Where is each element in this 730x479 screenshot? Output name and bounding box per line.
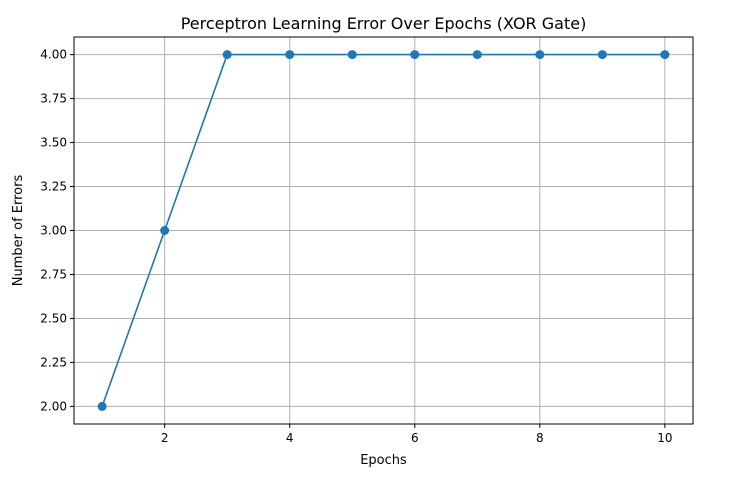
series-line [101,53,665,407]
data-point [410,50,420,60]
x-axis-label: Epochs [360,453,407,468]
y-tick-label: 3.00 [40,224,67,238]
y-tick-label: 2.75 [40,267,67,281]
x-tick-label: 4 [286,431,294,445]
x-tick-label: 2 [161,431,169,445]
y-tick-label: 3.50 [40,136,67,150]
data-point [222,50,232,60]
x-tick-label: 8 [536,431,544,445]
data-point [285,50,295,60]
data-point [597,50,607,60]
y-tick-label: 3.75 [40,92,67,106]
data-point [160,226,170,235]
y-tick-label: 2.25 [40,355,67,369]
data-point [535,50,545,60]
y-tick-label: 2.50 [40,311,67,325]
y-tick-label: 4.00 [40,48,67,62]
y-tick-label: 3.25 [40,180,67,194]
series-layer [97,50,670,411]
data-point [97,401,107,411]
data-point [660,50,670,60]
chart-title: Perceptron Learning Error Over Epochs (X… [181,14,587,33]
ticks: 2 4 6 8 10 2.00 2.25 2.50 2.75 3.00 3.25 3.50 3.75 4.… [40,48,672,445]
y-tick-label: 2.00 [40,399,67,413]
data-point [347,50,357,60]
x-tick-label: 6 [411,431,419,445]
x-tick-label: 10 [657,431,672,445]
y-axis-label: Number of Errors [11,175,26,287]
data-point [472,50,482,60]
